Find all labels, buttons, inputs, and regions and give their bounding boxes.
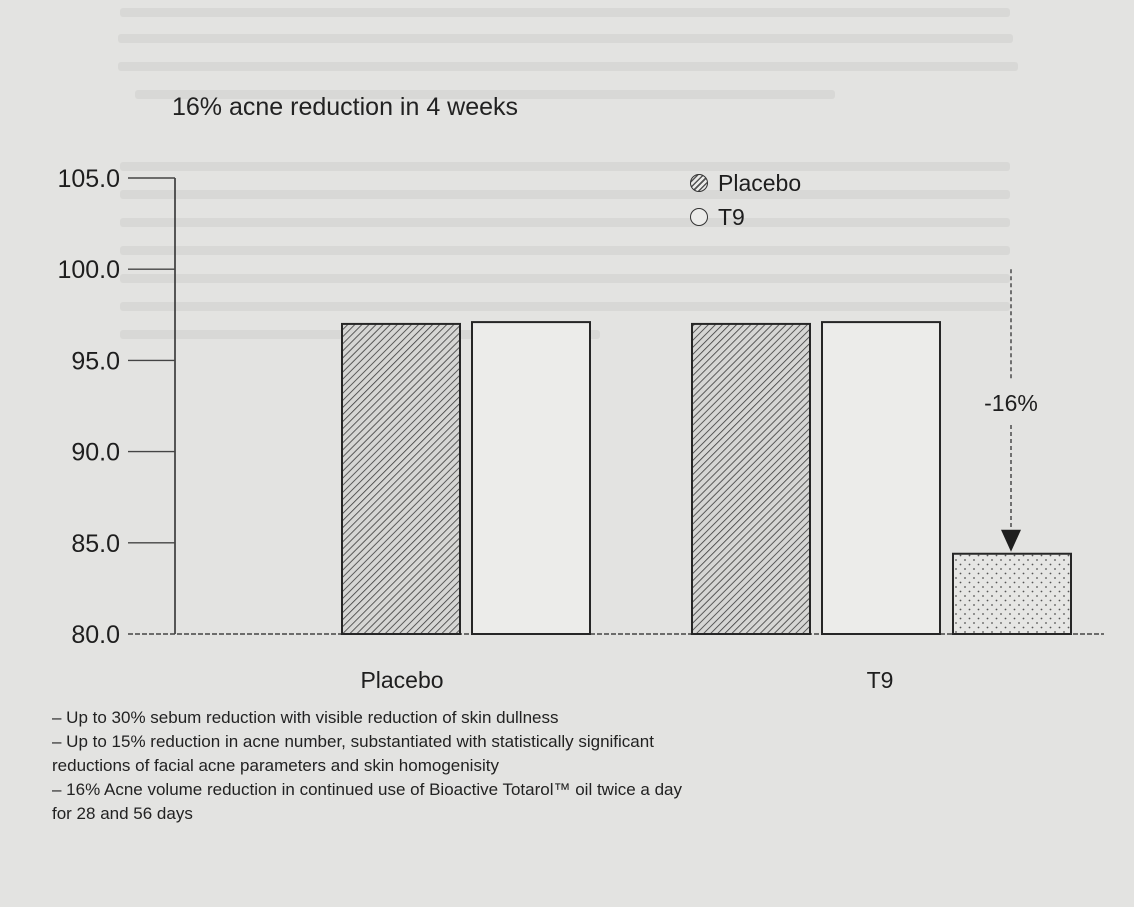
arrow-down-icon [1001,529,1021,552]
legend: Placebo T9 [690,166,801,234]
note-line: for 28 and 56 days [52,804,193,823]
y-tick-label: 90.0 [71,439,120,467]
hatched-circle-icon [690,174,708,192]
bar-placebo-t9 [471,321,591,635]
y-tick-label: 95.0 [71,347,120,375]
legend-item-placebo: Placebo [690,166,801,200]
legend-item-t9: T9 [690,200,801,234]
note-line: reductions of facial acne parameters and… [52,756,499,775]
legend-label: T9 [718,203,745,230]
x-category-label: T9 [867,667,894,693]
y-tick-label: 80.0 [71,621,120,649]
legend-label: Placebo [718,169,802,196]
y-tick-label: 85.0 [71,530,120,558]
x-category-label: Placebo [360,667,443,693]
bar-placebo-placebo [341,322,461,635]
notes-list: – Up to 30% sebum reduction with visible… [52,706,952,826]
note-line: – 16% Acne volume reduction in continued… [52,780,682,799]
chart-title: 16% acne reduction in 4 weeks [172,93,519,121]
bar-t9-placebo [691,322,811,635]
y-tick-label: 105.0 [57,165,120,193]
note-line: – Up to 30% sebum reduction with visible… [52,708,559,727]
annotation-label: -16% [984,390,1038,416]
bar-t9-reduced [952,552,1072,636]
note-line: – Up to 15% reduction in acne number, su… [52,732,654,751]
bar-t9-t9 [821,321,941,635]
open-circle-icon [690,208,708,226]
y-tick-label: 100.0 [57,256,120,284]
